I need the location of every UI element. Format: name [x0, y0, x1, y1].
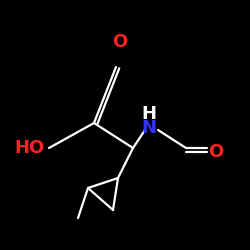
Text: N: N — [142, 119, 156, 137]
Text: O: O — [112, 33, 128, 51]
Text: H: H — [142, 105, 156, 123]
Text: HO: HO — [15, 139, 45, 157]
Text: O: O — [208, 143, 223, 161]
